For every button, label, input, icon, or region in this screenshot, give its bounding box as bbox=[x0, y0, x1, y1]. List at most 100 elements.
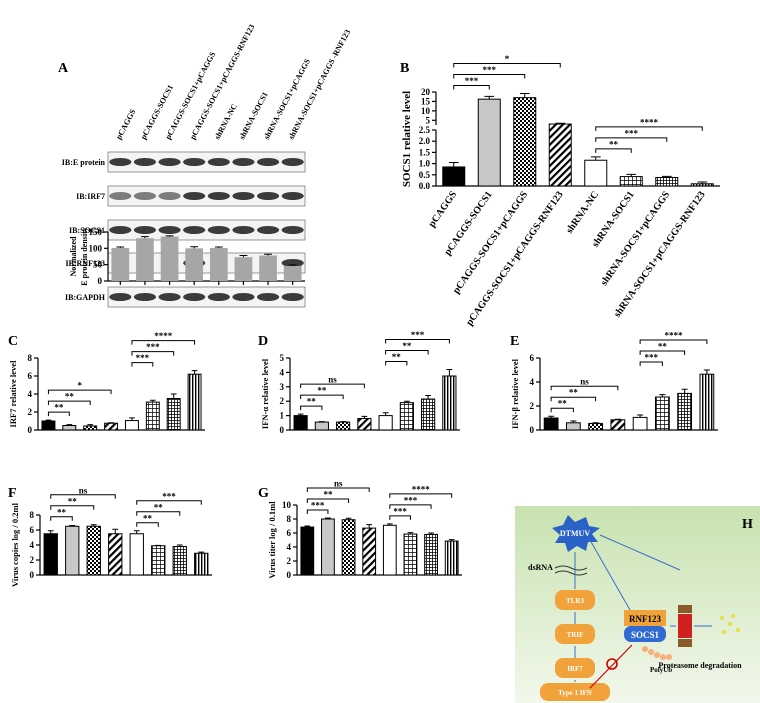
error-bar bbox=[386, 523, 393, 526]
significance-label: ns bbox=[580, 377, 589, 387]
bar bbox=[357, 417, 372, 431]
blot-band bbox=[109, 226, 132, 234]
significance-label: **** bbox=[412, 484, 431, 494]
bar bbox=[677, 392, 693, 431]
y-tick-label: 4 bbox=[530, 377, 535, 387]
blot-band bbox=[183, 226, 206, 234]
polyub-chain bbox=[642, 646, 672, 660]
y-axis-label: Normalized bbox=[69, 236, 78, 277]
panel-label: A bbox=[58, 61, 69, 76]
bar bbox=[209, 248, 228, 281]
bar bbox=[145, 401, 160, 431]
bar bbox=[283, 265, 302, 281]
error-bar bbox=[45, 419, 52, 421]
y-tick-label: 0 bbox=[280, 425, 285, 435]
blot-band bbox=[207, 192, 230, 200]
significance-bracket bbox=[385, 350, 429, 355]
panel-label: F bbox=[8, 486, 17, 501]
significance-label: ** bbox=[154, 502, 164, 512]
error-bar bbox=[47, 530, 54, 534]
blot-band bbox=[109, 158, 132, 166]
significance-label: ** bbox=[317, 386, 327, 396]
significance-label: ** bbox=[323, 489, 333, 499]
y-tick-label: 1.5 bbox=[419, 147, 431, 157]
bar bbox=[654, 396, 670, 431]
significance-bracket bbox=[306, 487, 370, 492]
significance-label: *** bbox=[146, 342, 160, 352]
bar bbox=[187, 373, 202, 431]
significance-label: ** bbox=[54, 403, 64, 413]
bar bbox=[86, 525, 101, 576]
y-tick-label: 8 bbox=[28, 353, 33, 363]
error-bar bbox=[69, 525, 76, 527]
significance-label: **** bbox=[154, 331, 173, 341]
blot-band bbox=[281, 158, 304, 166]
bar bbox=[293, 415, 308, 431]
node bbox=[624, 610, 666, 626]
significance-label: ** bbox=[307, 397, 317, 407]
significance-bracket bbox=[300, 383, 365, 389]
bar bbox=[300, 526, 315, 576]
y-tick-label: 0.5 bbox=[419, 170, 431, 180]
y-tick-label: 100 bbox=[89, 243, 103, 253]
error-bar bbox=[681, 388, 688, 394]
node-label: IRF7 bbox=[567, 665, 583, 673]
error-bar bbox=[264, 253, 272, 256]
arrow bbox=[599, 534, 681, 571]
significance-label: * bbox=[78, 381, 83, 391]
blot-band bbox=[256, 192, 280, 200]
blot-band bbox=[207, 226, 230, 234]
blot-band bbox=[133, 192, 157, 200]
bar bbox=[565, 422, 581, 431]
node bbox=[540, 683, 610, 701]
polyub-label: PolyUb bbox=[650, 666, 672, 674]
significance-bracket bbox=[639, 361, 663, 366]
bar bbox=[548, 123, 572, 187]
y-tick-label: 10 bbox=[421, 106, 431, 116]
y-tick-label: 1 bbox=[280, 411, 285, 421]
significance-label: ** bbox=[609, 139, 619, 149]
bar bbox=[382, 524, 397, 576]
error-bar bbox=[407, 532, 414, 535]
bar bbox=[194, 552, 209, 576]
virus-icon bbox=[552, 515, 600, 552]
blot-band bbox=[133, 158, 157, 166]
error-bar bbox=[170, 393, 177, 399]
proteasome-icon bbox=[678, 605, 692, 647]
significance-label: ** bbox=[57, 507, 67, 517]
error-bar bbox=[519, 93, 530, 98]
node bbox=[555, 624, 595, 644]
significance-bracket bbox=[50, 494, 116, 499]
bar bbox=[108, 533, 123, 576]
y-tick-label: 6 bbox=[530, 353, 535, 363]
error-bar bbox=[325, 517, 331, 519]
blot-frame bbox=[107, 151, 306, 173]
blot-band bbox=[232, 158, 255, 166]
y-tick-label: 0.0 bbox=[419, 181, 431, 191]
y-tick-label: 3 bbox=[280, 382, 285, 392]
error-bar bbox=[703, 369, 710, 375]
blot-band bbox=[183, 192, 206, 200]
significance-label: ns bbox=[79, 485, 88, 495]
significance-label: ** bbox=[392, 352, 402, 362]
error-bar bbox=[149, 399, 156, 403]
blot-band bbox=[207, 293, 230, 301]
error-bar bbox=[366, 524, 373, 529]
blot-band bbox=[133, 293, 157, 301]
significance-label: *** bbox=[311, 500, 325, 510]
significance-label: **** bbox=[640, 117, 659, 127]
y-tick-label: 2.5 bbox=[419, 125, 431, 135]
significance-label: ** bbox=[569, 388, 579, 398]
error-bar bbox=[141, 236, 149, 239]
y-tick-label: 0 bbox=[530, 425, 535, 435]
panel-label: B bbox=[400, 61, 409, 76]
error-bar bbox=[697, 181, 708, 184]
bar bbox=[166, 398, 181, 431]
y-axis-label: SOCS1 relative level bbox=[401, 91, 413, 187]
bar bbox=[336, 421, 351, 431]
blot-band bbox=[256, 158, 280, 166]
node-label: SOCS1 bbox=[631, 630, 660, 640]
node bbox=[555, 658, 595, 678]
